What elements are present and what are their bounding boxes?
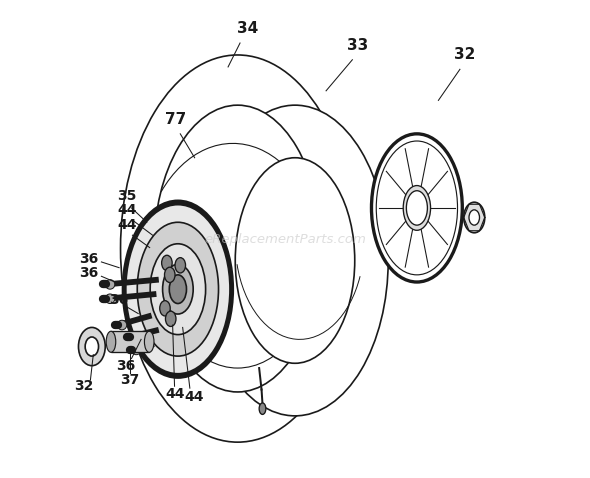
Text: 44: 44 <box>117 203 136 217</box>
Ellipse shape <box>165 267 175 282</box>
Ellipse shape <box>117 320 127 330</box>
Text: 36: 36 <box>116 358 135 373</box>
Ellipse shape <box>169 275 186 304</box>
Ellipse shape <box>120 55 355 442</box>
Text: 34: 34 <box>237 21 258 36</box>
Ellipse shape <box>464 202 485 233</box>
Ellipse shape <box>165 311 176 326</box>
Text: 33: 33 <box>346 38 368 53</box>
Text: 35: 35 <box>117 189 136 203</box>
Text: eReplacementParts.com: eReplacementParts.com <box>205 232 366 246</box>
Text: 37: 37 <box>120 373 140 387</box>
Ellipse shape <box>106 331 116 352</box>
Text: 32: 32 <box>454 47 476 63</box>
Ellipse shape <box>150 244 205 335</box>
Ellipse shape <box>469 210 480 225</box>
Ellipse shape <box>372 134 463 282</box>
Text: 44: 44 <box>117 217 136 232</box>
Text: 36: 36 <box>79 252 98 266</box>
Ellipse shape <box>175 258 185 273</box>
Ellipse shape <box>129 332 139 342</box>
Ellipse shape <box>235 158 355 363</box>
Ellipse shape <box>137 222 218 356</box>
Ellipse shape <box>78 327 105 366</box>
Text: 32: 32 <box>74 379 93 393</box>
Ellipse shape <box>407 191 427 225</box>
Text: 36: 36 <box>79 266 98 281</box>
Ellipse shape <box>160 301 171 316</box>
Ellipse shape <box>403 185 431 230</box>
Ellipse shape <box>123 201 233 378</box>
Ellipse shape <box>162 255 172 271</box>
Ellipse shape <box>259 403 266 414</box>
Ellipse shape <box>145 331 154 352</box>
Text: 36: 36 <box>110 293 129 307</box>
Text: 44: 44 <box>166 387 185 402</box>
Ellipse shape <box>154 105 322 392</box>
Ellipse shape <box>85 337 99 356</box>
Bar <box>111 331 149 352</box>
Ellipse shape <box>163 264 193 314</box>
Text: 44: 44 <box>185 390 204 404</box>
Ellipse shape <box>105 294 115 304</box>
Ellipse shape <box>105 280 115 289</box>
Text: 77: 77 <box>165 112 186 127</box>
Ellipse shape <box>202 105 388 416</box>
Ellipse shape <box>132 345 141 355</box>
